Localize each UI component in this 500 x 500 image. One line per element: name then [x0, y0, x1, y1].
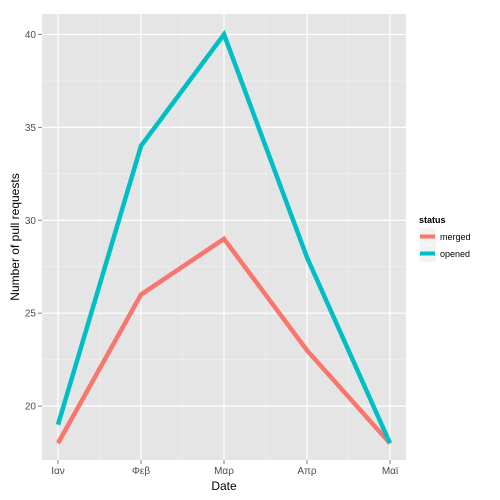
series-line-opened [55, 29, 393, 445]
y-tick-label: 35 [25, 123, 37, 134]
x-tick-label: Απρ [297, 466, 317, 477]
legend-label-opened: opened [440, 249, 470, 259]
x-axis-ticks: Ιαν Φεβ Μαρ Απρ Μαϊ [51, 460, 399, 477]
y-tick-label: 25 [25, 309, 37, 320]
major-gridlines [42, 14, 406, 460]
series-line-merged [56, 235, 392, 445]
legend: status merged opened [418, 215, 471, 263]
x-tick-label: Ιαν [51, 466, 65, 477]
x-tick-label: Φεβ [132, 466, 150, 477]
y-tick-label: 40 [25, 30, 37, 41]
series-lines [55, 29, 393, 445]
legend-title: status [419, 215, 446, 225]
x-tick-label: Μαρ [214, 466, 234, 477]
x-axis-title: Date [211, 479, 237, 493]
y-axis-ticks: 20 25 30 35 40 [25, 30, 42, 413]
y-tick-label: 20 [25, 402, 37, 413]
y-tick-label: 30 [25, 216, 37, 227]
x-tick-label: Μαϊ [382, 466, 399, 477]
legend-label-merged: merged [440, 232, 471, 242]
y-axis-title: Number of pull requests [8, 173, 22, 300]
